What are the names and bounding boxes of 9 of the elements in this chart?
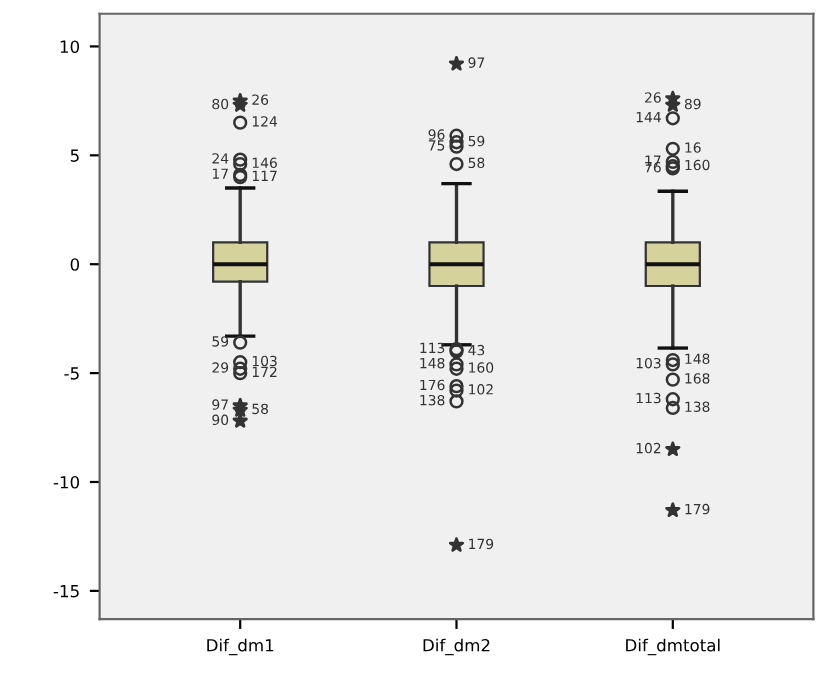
y-tick-label: -5: [64, 367, 79, 380]
x-tick-label: Dif_dm1: [207, 638, 274, 656]
y-tick-label: 5: [70, 149, 79, 162]
x-tick-label: Dif_dm2: [423, 638, 490, 656]
x-tick-label: Dif_dmtotal: [626, 638, 720, 656]
y-tick-label: 0: [70, 258, 80, 271]
y-tick-label: -10: [53, 475, 80, 489]
y-tick-label: -15: [53, 585, 79, 598]
y-tick-label: 10: [60, 40, 80, 53]
